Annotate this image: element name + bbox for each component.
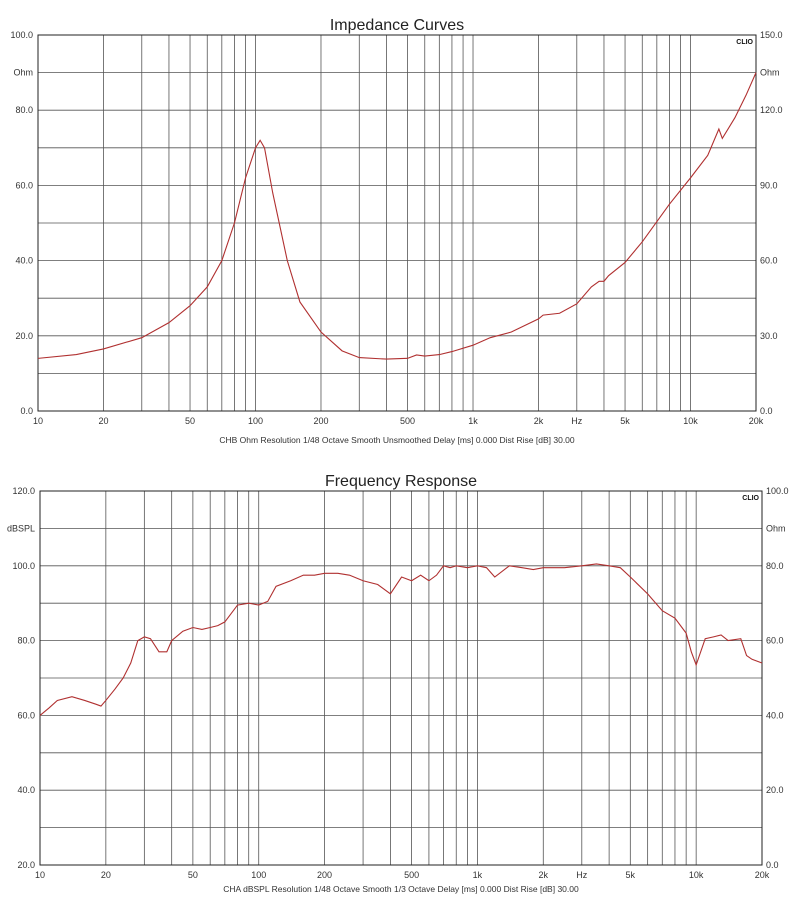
x-axis-unit: Hz bbox=[576, 870, 587, 880]
chart-title: Impedance Curves bbox=[330, 17, 464, 34]
y-axis-unit-left: Ohm bbox=[13, 68, 33, 78]
y-tick-label: 60.0 bbox=[15, 180, 33, 190]
y-tick-label: 60.0 bbox=[17, 710, 35, 720]
x-tick-label: 10 bbox=[33, 416, 43, 426]
y-tick-label: 80.0 bbox=[15, 105, 33, 115]
y-tick-label: 80.0 bbox=[17, 636, 35, 646]
plot-frame bbox=[37, 34, 757, 412]
y-tick-label: 100.0 bbox=[12, 561, 35, 571]
chart-title: Frequency Response bbox=[325, 473, 477, 490]
y-tick-label: 40.0 bbox=[17, 785, 35, 795]
x-tick-label: 500 bbox=[400, 416, 415, 426]
y-tick-label: 20.0 bbox=[17, 860, 35, 870]
x-tick-label: 20 bbox=[98, 416, 108, 426]
chart-footer: CHB Ohm Resolution 1/48 Octave Smooth Un… bbox=[219, 435, 575, 445]
x-tick-label: 100 bbox=[248, 416, 263, 426]
y-tick-label: 100.0 bbox=[10, 30, 33, 40]
x-tick-label: 50 bbox=[185, 416, 195, 426]
y2-tick-label: 40.0 bbox=[766, 710, 784, 720]
y2-tick-label: 30.0 bbox=[760, 331, 778, 341]
plot-frame bbox=[39, 490, 763, 866]
x-tick-label: 100 bbox=[251, 870, 266, 880]
brand-mark: CLIO bbox=[742, 495, 759, 502]
y2-tick-label: 100.0 bbox=[766, 486, 789, 496]
y-axis-unit-left: dBSPL bbox=[7, 523, 35, 533]
x-tick-label: 20k bbox=[755, 870, 770, 880]
x-tick-label: 5k bbox=[626, 870, 636, 880]
chart-footer: CHA dBSPL Resolution 1/48 Octave Smooth … bbox=[223, 884, 579, 894]
y2-tick-label: 0.0 bbox=[766, 860, 779, 870]
x-tick-label: 200 bbox=[313, 416, 328, 426]
x-tick-label: 10k bbox=[683, 416, 698, 426]
y2-tick-label: 20.0 bbox=[766, 785, 784, 795]
y2-tick-label: 90.0 bbox=[760, 180, 778, 190]
y-tick-label: 20.0 bbox=[15, 331, 33, 341]
y2-tick-label: 150.0 bbox=[760, 30, 783, 40]
x-tick-label: 20 bbox=[101, 870, 111, 880]
x-tick-label: 10 bbox=[35, 870, 45, 880]
y-axis-unit-right: Ohm bbox=[766, 523, 786, 533]
y2-tick-label: 80.0 bbox=[766, 561, 784, 571]
y2-tick-label: 120.0 bbox=[760, 105, 783, 115]
y-tick-label: 0.0 bbox=[20, 406, 33, 416]
y2-tick-label: 60.0 bbox=[766, 636, 784, 646]
x-tick-label: 500 bbox=[404, 870, 419, 880]
frequency-response-chart: Frequency Response20.040.060.080.0100.01… bbox=[7, 473, 789, 894]
y-axis-unit-right: Ohm bbox=[760, 68, 780, 78]
x-axis-unit: Hz bbox=[571, 416, 582, 426]
brand-mark: CLIO bbox=[736, 39, 753, 46]
series-line bbox=[39, 563, 763, 716]
x-tick-label: 20k bbox=[749, 416, 764, 426]
x-tick-label: 200 bbox=[317, 870, 332, 880]
y2-tick-label: 60.0 bbox=[760, 256, 778, 266]
x-tick-label: 2k bbox=[534, 416, 544, 426]
y-tick-label: 120.0 bbox=[12, 486, 35, 496]
x-tick-label: 1k bbox=[468, 416, 478, 426]
series-line bbox=[37, 72, 757, 360]
impedance-chart: Impedance Curves0.020.040.060.080.0100.0… bbox=[10, 17, 782, 445]
y-tick-label: 40.0 bbox=[15, 256, 33, 266]
x-tick-label: 1k bbox=[473, 870, 483, 880]
x-tick-label: 50 bbox=[188, 870, 198, 880]
x-tick-label: 2k bbox=[539, 870, 549, 880]
y2-tick-label: 0.0 bbox=[760, 406, 773, 416]
x-tick-label: 10k bbox=[689, 870, 704, 880]
x-tick-label: 5k bbox=[620, 416, 630, 426]
